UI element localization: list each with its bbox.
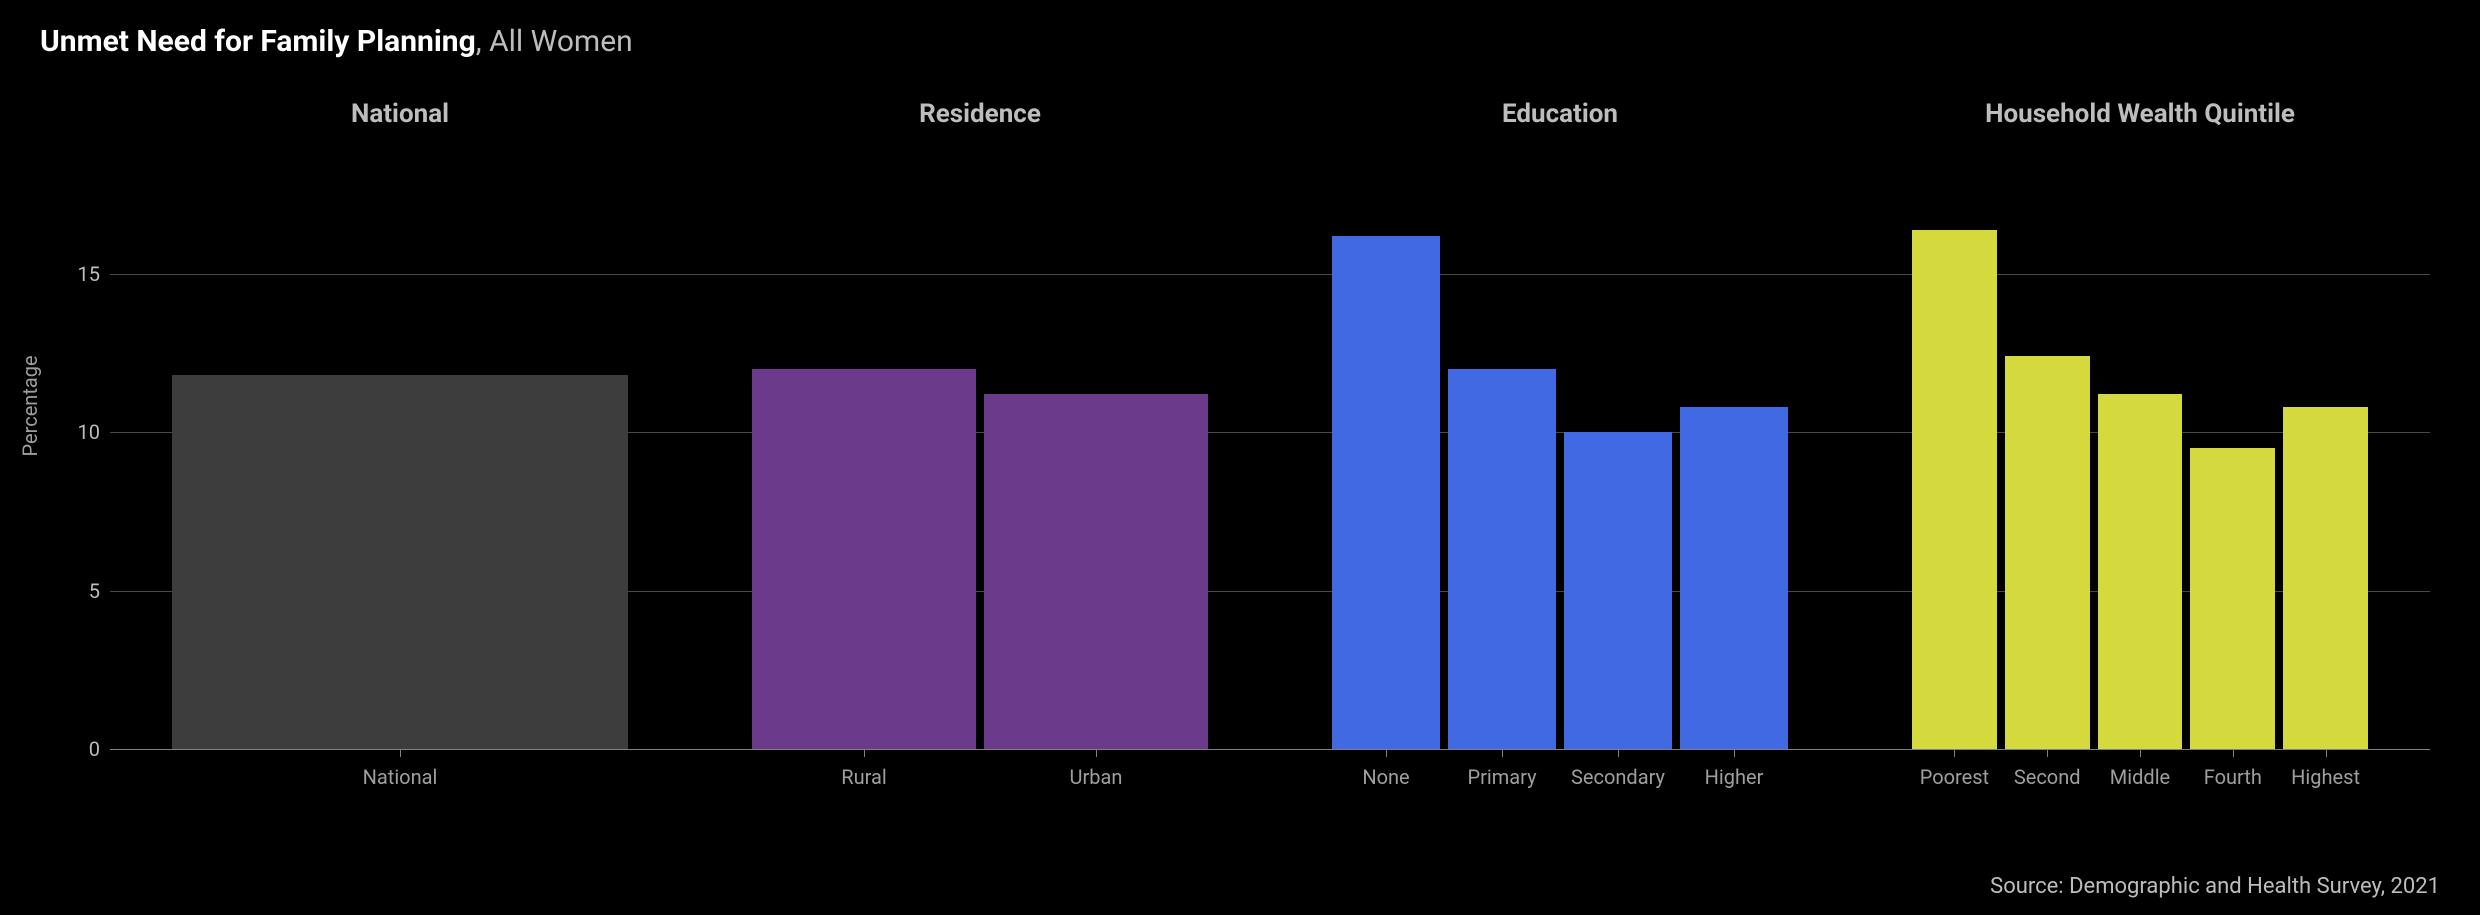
title-rest: , All Women xyxy=(476,24,633,59)
x-tick-label: National xyxy=(363,765,438,789)
gridline xyxy=(110,749,2430,750)
bar: None xyxy=(1332,236,1440,749)
chart-group: National xyxy=(110,179,690,749)
chart-container: Unmet Need for Family Planning, All Wome… xyxy=(0,0,2480,915)
bar: Second xyxy=(2005,356,2090,749)
x-tick-mark xyxy=(1734,749,1735,757)
bar: Higher xyxy=(1680,407,1788,749)
chart-area: Percentage NationalResidenceEducationHou… xyxy=(40,99,2440,819)
bar: Fourth xyxy=(2190,448,2275,749)
y-axis-label: Percentage xyxy=(18,355,42,456)
group-inner: PoorestSecondMiddleFourthHighest xyxy=(1908,179,2372,749)
x-tick-mark xyxy=(1502,749,1503,757)
x-tick-label: Fourth xyxy=(2204,765,2262,789)
bar: Middle xyxy=(2098,394,2183,749)
chart-group: PoorestSecondMiddleFourthHighest xyxy=(1850,179,2430,749)
x-tick-label: Higher xyxy=(1705,765,1764,789)
x-tick-label: Second xyxy=(2014,765,2081,789)
x-tick-mark xyxy=(2326,749,2327,757)
x-tick-label: Poorest xyxy=(1920,765,1989,789)
bars-area: NationalRuralUrbanNonePrimarySecondaryHi… xyxy=(110,179,2430,749)
title-bold: Unmet Need for Family Planning xyxy=(40,24,476,59)
bar: Urban xyxy=(984,394,1208,749)
x-tick-mark xyxy=(400,749,401,757)
x-tick-mark xyxy=(1618,749,1619,757)
x-tick-mark xyxy=(2233,749,2234,757)
x-tick-label: Middle xyxy=(2110,765,2170,789)
chart-group: RuralUrban xyxy=(690,179,1270,749)
x-tick-mark xyxy=(1386,749,1387,757)
bar: Highest xyxy=(2283,407,2368,749)
group-title: National xyxy=(110,99,690,159)
bar: Rural xyxy=(752,369,976,749)
x-tick-label: Highest xyxy=(2291,765,2360,789)
source-text: Source: Demographic and Health Survey, 2… xyxy=(1990,874,2440,899)
y-tick-label: 10 xyxy=(60,420,100,444)
x-tick-mark xyxy=(2047,749,2048,757)
x-tick-label: Urban xyxy=(1070,765,1123,789)
plot-area: NationalResidenceEducationHousehold Weal… xyxy=(110,99,2430,749)
chart-group: NonePrimarySecondaryHigher xyxy=(1270,179,1850,749)
group-title: Education xyxy=(1270,99,1850,159)
bar: Poorest xyxy=(1912,230,1997,749)
group-titles-row: NationalResidenceEducationHousehold Weal… xyxy=(110,99,2430,159)
group-inner: RuralUrban xyxy=(748,179,1212,749)
x-tick-mark xyxy=(2140,749,2141,757)
y-tick-label: 15 xyxy=(60,262,100,286)
y-tick-label: 5 xyxy=(60,579,100,603)
x-tick-label: Rural xyxy=(841,765,886,789)
bar: National xyxy=(172,375,628,749)
group-title: Household Wealth Quintile xyxy=(1850,99,2430,159)
x-tick-mark xyxy=(1954,749,1955,757)
x-tick-mark xyxy=(1096,749,1097,757)
group-inner: NonePrimarySecondaryHigher xyxy=(1328,179,1792,749)
chart-title: Unmet Need for Family Planning, All Wome… xyxy=(40,24,2440,59)
group-inner: National xyxy=(168,179,632,749)
bar: Secondary xyxy=(1564,432,1672,749)
x-tick-label: Primary xyxy=(1467,765,1536,789)
x-tick-label: None xyxy=(1362,765,1409,789)
bar: Primary xyxy=(1448,369,1556,749)
group-title: Residence xyxy=(690,99,1270,159)
x-tick-label: Secondary xyxy=(1571,765,1665,789)
x-tick-mark xyxy=(864,749,865,757)
y-tick-label: 0 xyxy=(60,737,100,761)
